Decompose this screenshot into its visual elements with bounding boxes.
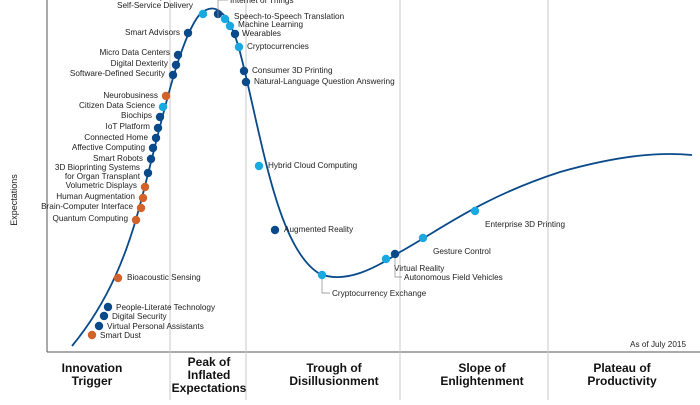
point-augmented-reality: [270, 225, 280, 235]
point-3d-bioprinting-systems-for-organ-transplant: [143, 168, 153, 178]
label-bioacoustic-sensing: Bioacoustic Sensing: [127, 273, 201, 282]
point-hybrid-cloud-computing: [254, 161, 264, 171]
point-enterprise-3d-printing: [470, 206, 480, 216]
label-wearables: Wearables: [242, 29, 281, 38]
phase-label-3: Trough of Disillusionment: [289, 361, 378, 388]
point-machine-learning: [225, 21, 235, 31]
label-smart-robots: Smart Robots: [93, 154, 143, 163]
label-affective-computing: Affective Computing: [72, 143, 146, 152]
phase-label-4: Slope of Enlightenment: [440, 361, 523, 388]
label-virtual-personal-assistants: Virtual Personal Assistants: [107, 322, 204, 331]
point-neurobusiness: [161, 91, 171, 101]
point-smart-dust: [87, 330, 97, 340]
point-software-defined-security: [168, 70, 178, 80]
label-digital-security: Digital Security: [112, 312, 168, 321]
point-affective-computing: [148, 143, 158, 153]
point-digital-dexterity: [171, 60, 181, 70]
point-brain-computer-interface: [136, 203, 146, 213]
label-3d-bioprinting-systems-for-organ-transplant: 3D Bioprinting Systems for Organ Transpla…: [55, 163, 141, 181]
label-digital-dexterity: Digital Dexterity: [111, 59, 169, 68]
label-smart-dust: Smart Dust: [100, 331, 142, 340]
label-micro-data-centers: Micro Data Centers: [99, 48, 170, 57]
points-layer: [87, 9, 480, 340]
point-biochips: [155, 112, 165, 122]
point-human-augmentation: [138, 193, 148, 203]
y-axis-label: Expectations: [9, 174, 19, 226]
point-bioacoustic-sensing: [113, 273, 123, 283]
label-consumer-3d-printing: Consumer 3D Printing: [252, 66, 333, 75]
phase-labels: Innovation Trigger Peak of Inflated Expectat…: [62, 355, 657, 395]
label-human-augmentation: Human Augmentation: [56, 192, 135, 201]
point-smart-advisors: [183, 28, 193, 38]
point-virtual-personal-assistants: [94, 321, 104, 331]
phase-label-5: Plateau of Productivity: [587, 361, 657, 388]
label-advanced-analytics-with-self-service-delivery: Advanced Analytics withSelf-Service Deli…: [105, 0, 194, 10]
label-neurobusiness: Neurobusiness: [103, 91, 158, 100]
label-volumetric-displays: Volumetric Displays: [66, 181, 137, 190]
label-connected-home: Connected Home: [84, 133, 148, 142]
point-connected-home: [151, 133, 161, 143]
label-brain-computer-interface: Brain-Computer Interface: [41, 202, 133, 211]
point-wearables: [230, 29, 240, 39]
label-software-defined-security: Software-Defined Security: [70, 69, 166, 78]
point-micro-data-centers: [173, 50, 183, 60]
as-of-note: As of July 2015: [630, 340, 686, 349]
point-cryptocurrencies: [234, 42, 244, 52]
label-virtual-reality: Virtual Reality: [394, 264, 445, 273]
phase-label-1: Innovation Trigger: [62, 361, 123, 388]
label-machine-learning: Machine Learning: [238, 20, 304, 29]
label-biochips: Biochips: [121, 111, 152, 120]
point-natural-language-question-answering: [241, 77, 251, 87]
point-citizen-data-science: [158, 102, 168, 112]
phase-label-2: Peak of Inflated Expectations: [172, 355, 247, 395]
point-smart-robots: [146, 154, 156, 164]
point-volumetric-displays: [140, 182, 150, 192]
point-gesture-control: [418, 233, 428, 243]
label-internet-of-things: Internet of Things: [230, 0, 294, 5]
labels-layer: Advanced Analytics withSelf-Service Deli…: [41, 0, 566, 340]
label-iot-platform: IoT Platform: [106, 122, 151, 131]
point-cryptocurrency-exchange: [317, 270, 327, 280]
label-cryptocurrency-exchange: Cryptocurrency Exchange: [332, 289, 427, 298]
label-cryptocurrencies: Cryptocurrencies: [247, 42, 309, 51]
grid-layer: [46, 0, 700, 400]
point-speech-to-speech-translation: [220, 14, 230, 24]
point-autonomous-field-vehicles: [390, 249, 400, 259]
label-quantum-computing: Quantum Computing: [52, 214, 128, 223]
label-smart-advisors: Smart Advisors: [125, 28, 180, 37]
point-consumer-3d-printing: [239, 66, 249, 76]
label-autonomous-field-vehicles: Autonomous Field Vehicles: [404, 273, 503, 282]
point-iot-platform: [153, 123, 163, 133]
label-hybrid-cloud-computing: Hybrid Cloud Computing: [268, 161, 358, 170]
label-gesture-control: Gesture Control: [433, 247, 491, 256]
label-speech-to-speech-translation: Speech-to-Speech Translation: [234, 12, 345, 21]
leader-cryptocurrency-exchange: [321, 279, 330, 294]
label-enterprise-3d-printing: Enterprise 3D Printing: [485, 220, 566, 229]
point-virtual-reality: [381, 254, 391, 264]
point-advanced-analytics-with-self-service-delivery: [198, 9, 208, 19]
leader-autonomous-field-vehicles: [394, 258, 402, 278]
label-citizen-data-science: Citizen Data Science: [79, 101, 155, 110]
label-natural-language-question-answering: Natural-Language Question Answering: [254, 77, 395, 86]
point-digital-security: [99, 311, 109, 321]
leader-internet-of-things: [217, 0, 228, 18]
label-augmented-reality: Augmented Reality: [284, 225, 354, 234]
point-quantum-computing: [131, 215, 141, 225]
point-people-literate-technology: [103, 302, 113, 312]
label-people-literate-technology: People-Literate Technology: [116, 303, 216, 312]
